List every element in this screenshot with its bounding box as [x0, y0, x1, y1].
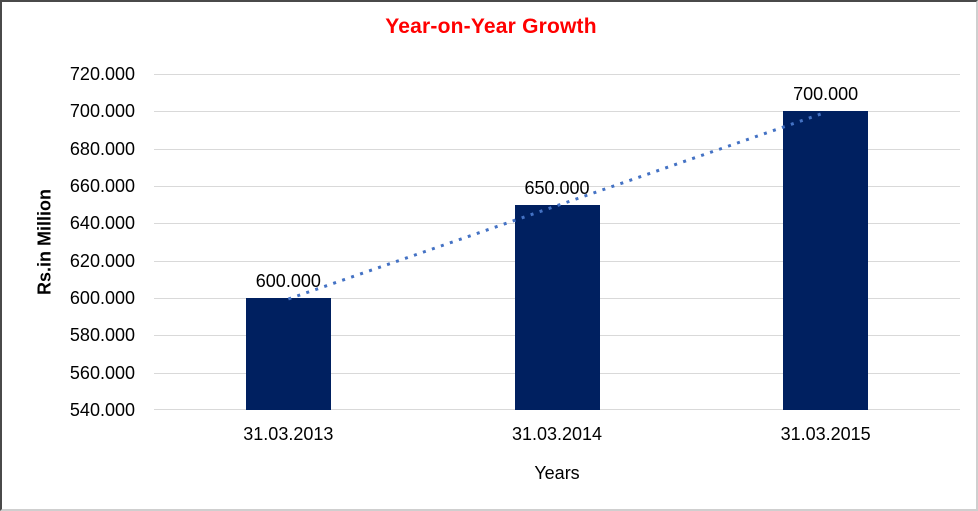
bar-value-label: 600.000 — [255, 271, 321, 291]
y-axis-tick-label: 640.000 — [69, 213, 135, 234]
y-axis-tick-label: 560.000 — [69, 362, 135, 383]
bar-value-label: 650.000 — [524, 177, 590, 198]
chart-title: Year-on-Year Growth — [385, 15, 597, 38]
bar-31.03.2015 — [783, 111, 869, 410]
y-axis-tick-label: 620.000 — [69, 250, 135, 271]
x-axis-category-labels: 31.03.2013 31.03.2014 31.03.2015 — [154, 422, 960, 446]
x-axis-tick-label: 31.03.2013 — [243, 424, 334, 444]
gridline — [154, 186, 960, 187]
x-axis-tick-label: 31.03.2015 — [780, 424, 871, 444]
y-axis-tick-label: 700.000 — [69, 101, 135, 122]
x-axis-title: Years — [534, 463, 580, 483]
trendline — [287, 110, 827, 301]
y-axis-tick-label: 720.000 — [69, 64, 135, 84]
plot-area: 600.000 650.000 700.000 — [154, 74, 960, 410]
x-axis-tick-label: 31.03.2014 — [511, 424, 603, 444]
y-axis-tick-label: 600.000 — [69, 288, 135, 308]
y-axis-tick-label: 580.000 — [69, 325, 135, 346]
bar-31.03.2013 — [245, 298, 331, 410]
gridline — [154, 111, 960, 112]
bar-value-label: 700.000 — [793, 84, 859, 105]
y-axis-tick-label: 540.000 — [69, 400, 135, 420]
gridline — [154, 149, 960, 150]
gridline — [154, 74, 960, 75]
bar-31.03.2014 — [514, 204, 600, 410]
y-axis-tick-label: 660.000 — [69, 176, 135, 196]
y-axis-tick-labels: 540.000 560.000 580.000 600.000 620.000 640.0… — [2, 64, 154, 420]
trendline-path — [287, 110, 827, 301]
y-axis-tick-label: 680.000 — [69, 138, 135, 159]
